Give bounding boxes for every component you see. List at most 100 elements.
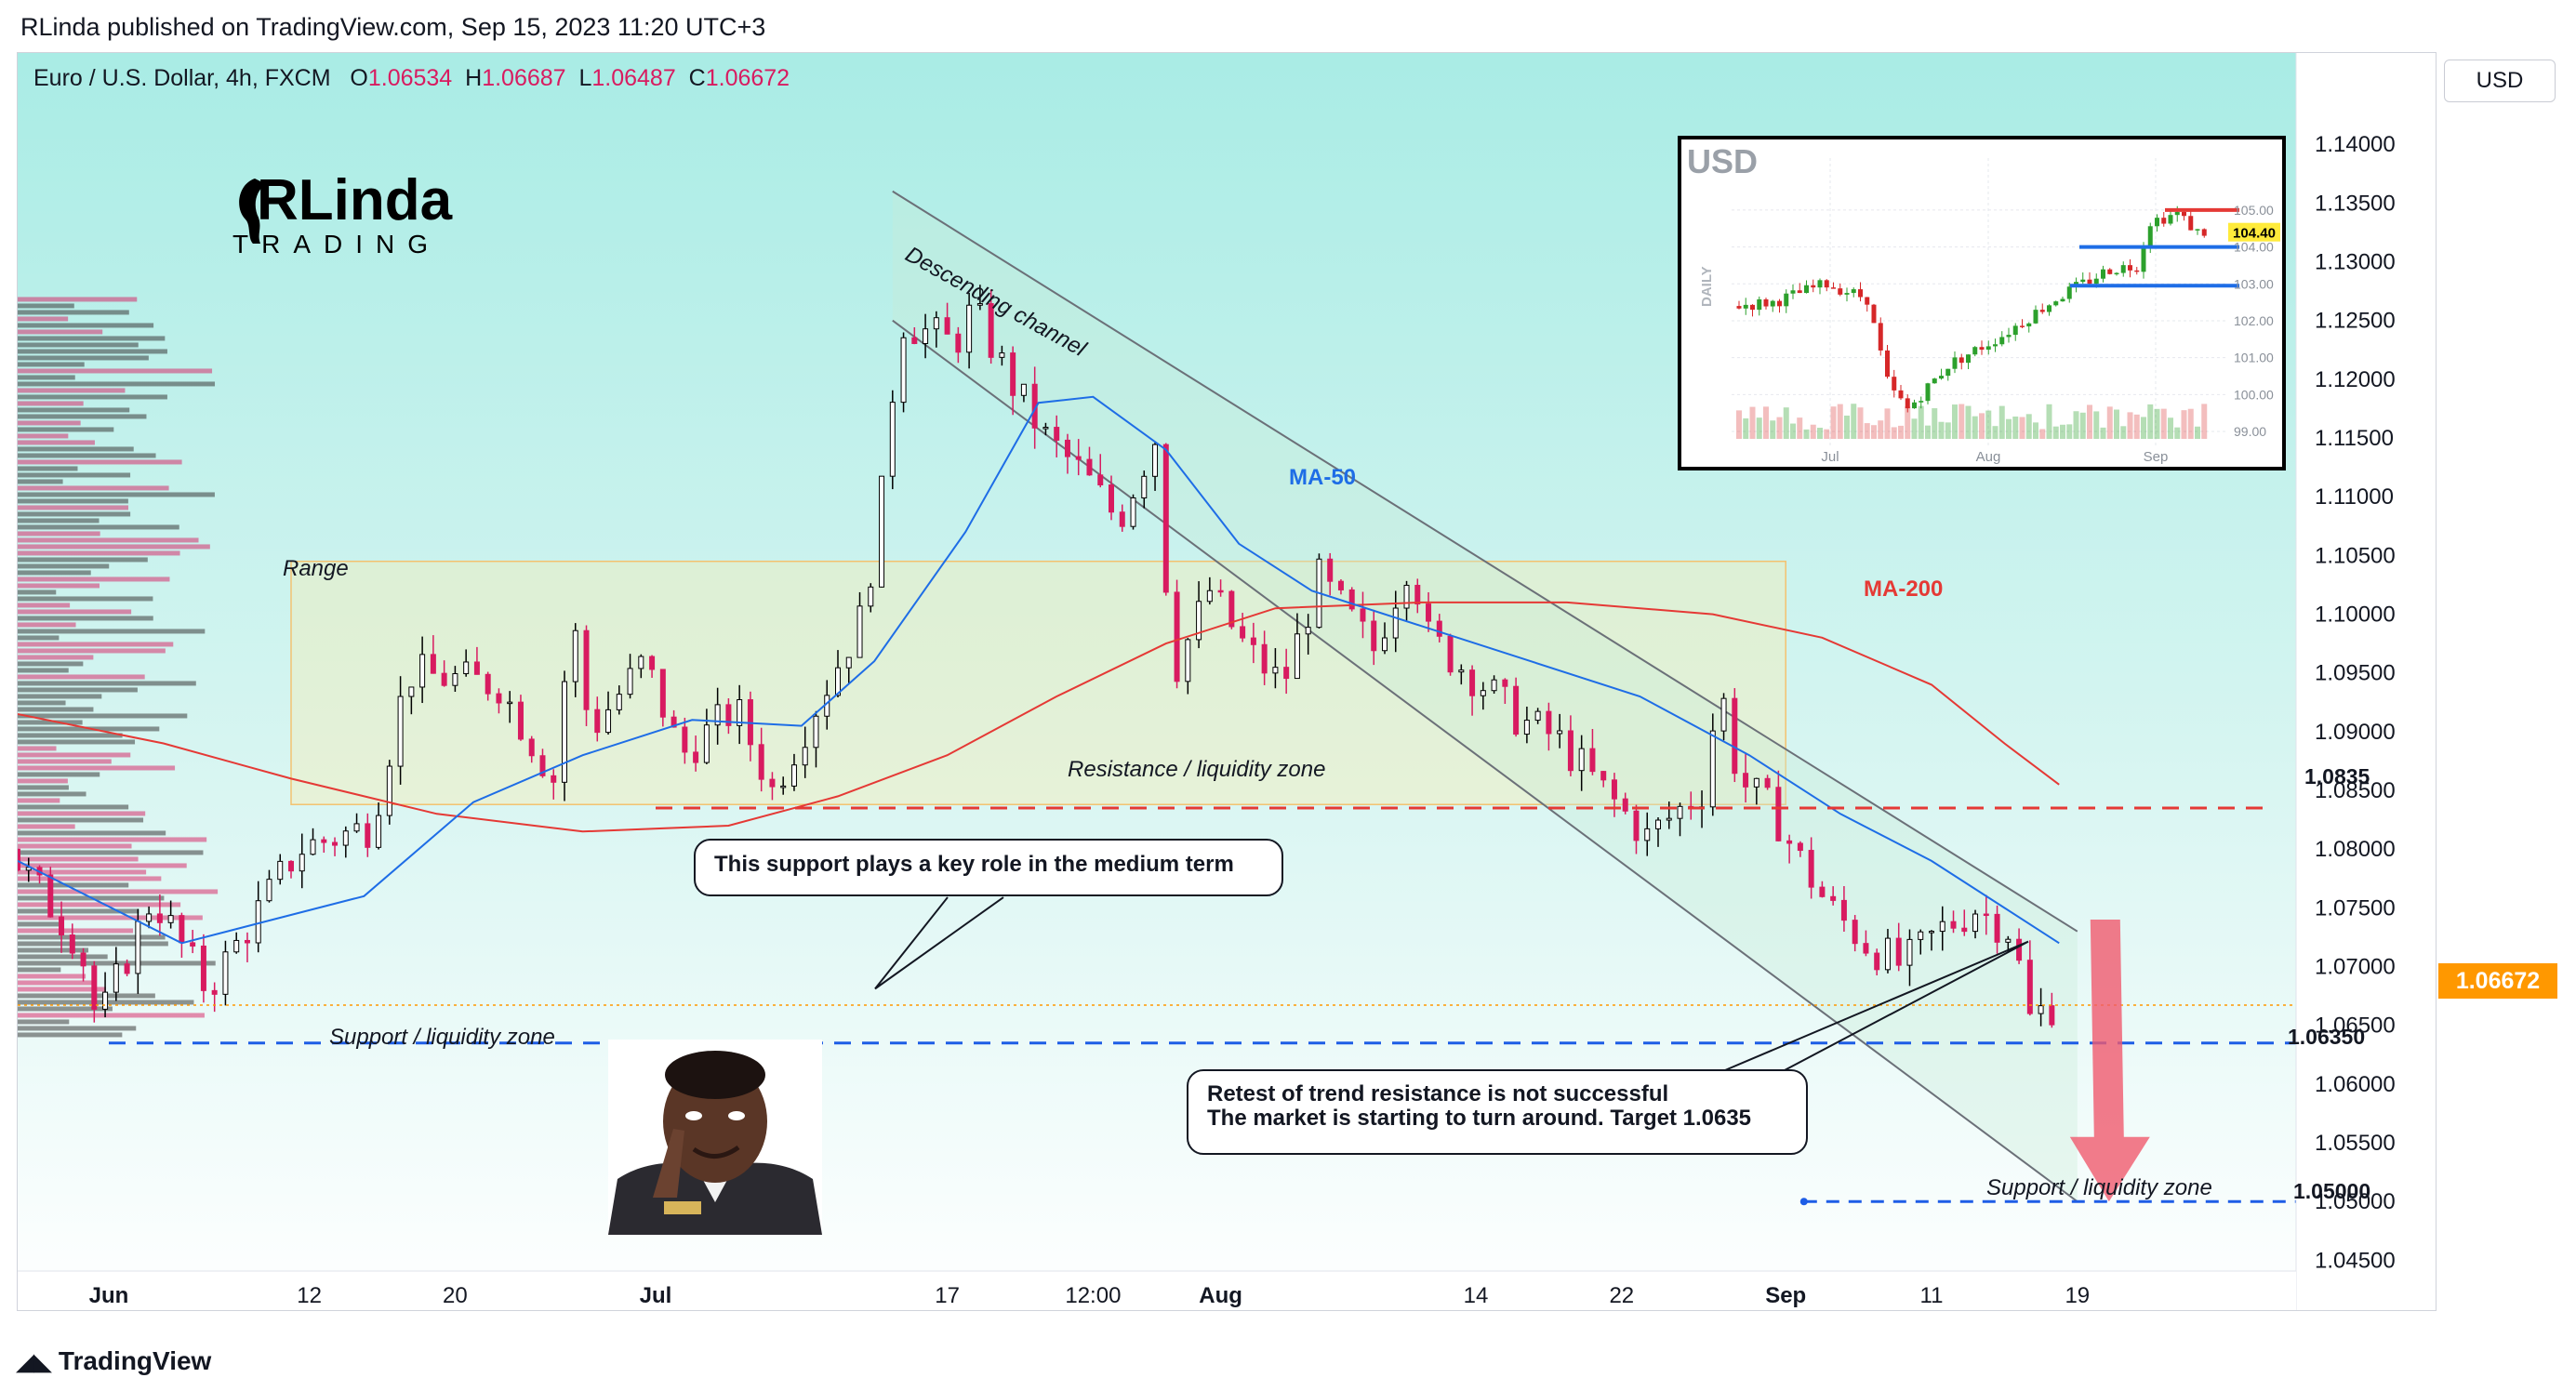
candle [1863,943,1869,954]
candle [1130,497,1136,527]
inset-candle [1925,383,1931,402]
candle [1294,633,1300,680]
candle [1743,773,1749,788]
candle [1491,679,1497,692]
inset-y-tick: 99.00 [2234,424,2266,439]
inset-volume-bar [1884,408,1891,439]
resistance-level-label: 1.0835 [2304,764,2370,788]
high-value: 1.06687 [482,65,566,91]
candle [1950,921,1957,929]
y-tick-label: 1.09000 [2315,720,2396,745]
callout-support-key: This support plays a key role in the med… [694,839,1283,896]
publisher-line: RLinda published on TradingView.com, Sep… [20,13,766,41]
candle [2038,1005,2044,1014]
candle [342,830,349,846]
inset-candle [1817,280,1823,288]
inset-candle [1892,377,1897,391]
meme-image [608,1040,822,1235]
candle [1162,444,1169,593]
inset-volume-bar [2168,417,2173,439]
inset-candle [2107,269,2113,274]
y-tick-label: 1.05500 [2315,1131,2396,1156]
inset-candle [1966,354,1971,364]
inset-volume-bar [2087,404,2092,439]
candle [845,656,852,669]
currency-button[interactable]: USD [2444,60,2556,102]
resistance-zone-label: Resistance / liquidity zone [1068,757,1326,782]
candle [1283,667,1290,680]
inset-candle [1985,346,1991,351]
candle [900,337,907,404]
candle [1020,383,1027,396]
candle [167,915,174,923]
inset-volume-bar [2039,429,2046,439]
inset-volume-bar [1918,405,1924,439]
candle [211,989,218,995]
y-tick-label: 1.11500 [2315,426,2394,451]
inset-volume-bar [1851,404,1857,439]
inset-volume-bar [1830,406,1837,439]
low-label: L [578,65,592,91]
target-line-anchor [1799,1198,1808,1206]
candle [1961,927,1968,933]
inset-volume-bar [2160,408,2167,439]
y-tick-label: 1.09500 [2315,661,2396,686]
inset-candle [2114,272,2119,275]
candle [255,900,261,944]
inset-candle [2026,323,2032,327]
y-tick-label: 1.04500 [2315,1248,2396,1273]
candle [463,661,470,675]
inset-candle [1770,300,1775,307]
candle [1348,589,1355,610]
inset-volume-bar [1979,413,1985,439]
inset-volume-bar [2073,411,2079,439]
ma50-line [18,395,2060,945]
channel-upper-line [892,190,2078,933]
inset-candle [2020,325,2025,327]
candle [365,823,371,848]
candle [1677,805,1683,819]
inset-candle [2060,298,2065,302]
inset-candle [1939,376,1944,379]
candle [671,716,677,728]
candle [976,303,983,306]
inset-volume-bar [2181,410,2187,439]
candle [780,785,787,788]
y-tick-label: 1.07500 [2315,895,2396,921]
candle [156,913,163,923]
candle [1206,590,1213,603]
candle [1054,427,1060,441]
tradingview-brand[interactable]: ◢◣ TradingView [17,1346,211,1376]
inset-candle [2141,246,2146,272]
inset-volume-bar [2012,416,2019,439]
candle [1261,643,1268,674]
inset-volume-bar [2201,404,2208,439]
x-tick-label: Aug [1199,1283,1242,1308]
inset-candle [1831,287,1836,289]
candle [879,475,885,588]
inset-volume-bar [1824,429,1830,439]
close-label: C [688,65,706,91]
candle [1929,931,1934,934]
ma200-line [18,601,2060,833]
inset-volume-bar [1932,408,1938,439]
candle [528,738,535,757]
candle [386,765,392,816]
candle [124,963,130,974]
inset-volume-bar [2100,427,2106,439]
inset-volume-bar [1817,428,1823,439]
candle [1360,608,1366,622]
inset-volume-bar [1952,404,1958,439]
x-tick-label: Sep [1765,1283,1806,1308]
candle [562,681,567,783]
candle [2049,1005,2055,1026]
candle [1447,635,1454,673]
candle [813,715,819,748]
candle [59,916,65,936]
x-tick-label: 22 [1609,1283,1634,1308]
candle [1622,798,1628,812]
inset-last-price: 104.40 [2233,226,2276,242]
inset-candle [2039,310,2045,312]
candle [594,709,601,734]
inset-candle [2195,229,2200,231]
